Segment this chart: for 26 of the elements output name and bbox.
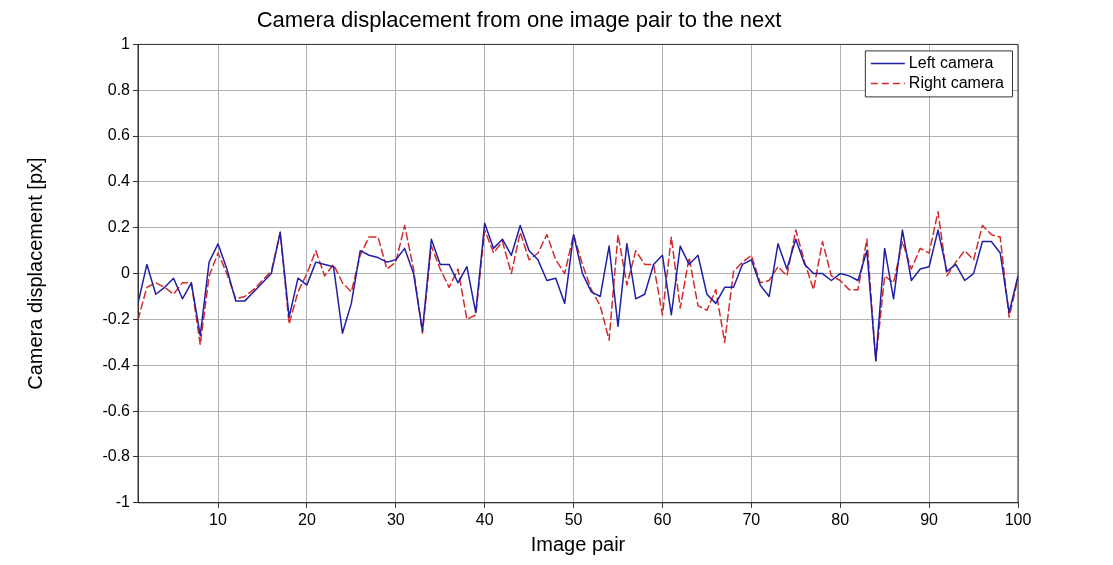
x-tick-label: 40 xyxy=(475,510,494,528)
x-tick-label: 60 xyxy=(653,510,672,528)
y-tick-label: -0.4 xyxy=(102,355,131,373)
y-tick-label: 0 xyxy=(121,264,131,282)
y-tick-label: 0.6 xyxy=(107,126,131,144)
chart-title: Camera displacement from one image pair to the next xyxy=(256,7,782,33)
y-tick-label: -0.8 xyxy=(102,447,131,465)
y-axis-title: Camera displacement [px] xyxy=(23,157,46,390)
x-tick-label: 90 xyxy=(920,510,939,528)
x-tick-label: 30 xyxy=(386,510,405,528)
x-tick-label: 80 xyxy=(831,510,850,528)
y-tick-label: 0.2 xyxy=(107,218,131,236)
x-tick-label: 70 xyxy=(742,510,761,528)
y-tick-label: -0.6 xyxy=(102,401,131,419)
x-axis-title: Image pair xyxy=(530,532,626,555)
x-tick-label: 100 xyxy=(1004,510,1032,528)
y-tick-label: 1 xyxy=(121,34,131,52)
y-tick-label: 0.4 xyxy=(107,172,131,190)
legend-label: Right camera xyxy=(908,73,1005,91)
x-tick-label: 10 xyxy=(209,510,227,528)
x-tick-label: 50 xyxy=(564,510,583,528)
y-tick-label: -0.2 xyxy=(102,309,131,327)
y-tick-label: -1 xyxy=(115,493,131,511)
y-tick-label: 0.8 xyxy=(107,80,131,98)
x-tick-label: 20 xyxy=(297,510,316,528)
legend-label: Left camera xyxy=(908,53,994,71)
